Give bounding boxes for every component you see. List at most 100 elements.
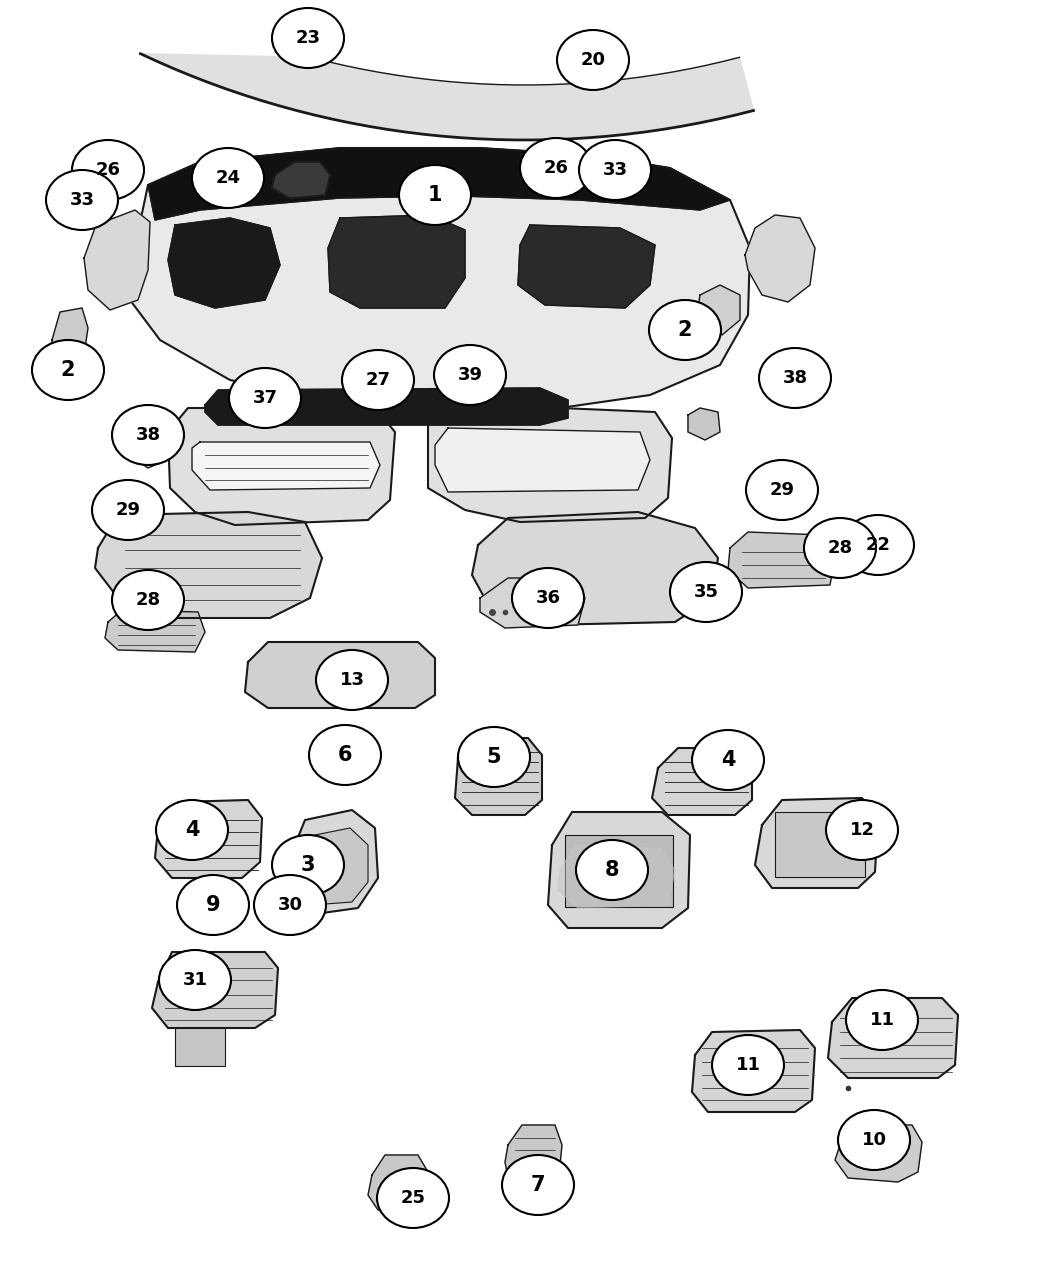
Text: 3: 3 bbox=[300, 856, 315, 875]
Text: 4: 4 bbox=[185, 820, 200, 840]
Text: 38: 38 bbox=[135, 426, 161, 444]
Ellipse shape bbox=[309, 725, 381, 785]
Polygon shape bbox=[688, 408, 720, 440]
Ellipse shape bbox=[502, 1155, 574, 1215]
Text: 9: 9 bbox=[206, 895, 220, 915]
Ellipse shape bbox=[32, 340, 104, 400]
Ellipse shape bbox=[649, 300, 721, 360]
Text: 13: 13 bbox=[339, 671, 364, 688]
Polygon shape bbox=[148, 148, 730, 221]
Ellipse shape bbox=[254, 875, 326, 935]
Polygon shape bbox=[835, 1125, 922, 1182]
Ellipse shape bbox=[746, 460, 818, 520]
Polygon shape bbox=[155, 799, 262, 878]
Polygon shape bbox=[692, 1030, 815, 1112]
Polygon shape bbox=[472, 513, 718, 625]
Polygon shape bbox=[428, 408, 672, 521]
Polygon shape bbox=[328, 215, 465, 309]
Circle shape bbox=[346, 752, 363, 768]
Ellipse shape bbox=[458, 727, 530, 787]
Polygon shape bbox=[728, 532, 835, 588]
Ellipse shape bbox=[399, 164, 471, 224]
Text: 33: 33 bbox=[69, 191, 94, 209]
Text: 4: 4 bbox=[720, 750, 735, 770]
Polygon shape bbox=[746, 215, 815, 302]
Ellipse shape bbox=[316, 650, 388, 710]
Polygon shape bbox=[480, 578, 585, 629]
Polygon shape bbox=[435, 428, 650, 492]
Ellipse shape bbox=[46, 170, 118, 230]
Text: 7: 7 bbox=[530, 1176, 545, 1195]
Ellipse shape bbox=[579, 140, 651, 200]
Text: 12: 12 bbox=[849, 821, 875, 839]
Ellipse shape bbox=[177, 875, 249, 935]
Ellipse shape bbox=[804, 518, 876, 578]
Polygon shape bbox=[558, 845, 675, 908]
Ellipse shape bbox=[112, 570, 184, 630]
Polygon shape bbox=[141, 54, 754, 140]
Ellipse shape bbox=[156, 799, 228, 861]
Polygon shape bbox=[698, 286, 740, 335]
Polygon shape bbox=[130, 148, 750, 408]
Ellipse shape bbox=[229, 368, 301, 428]
Text: 36: 36 bbox=[536, 589, 561, 607]
Bar bbox=[565, 835, 673, 907]
Polygon shape bbox=[168, 408, 395, 525]
Polygon shape bbox=[245, 643, 435, 708]
Text: 2: 2 bbox=[61, 360, 76, 380]
Polygon shape bbox=[105, 609, 205, 652]
Text: 39: 39 bbox=[458, 366, 483, 384]
Ellipse shape bbox=[72, 140, 144, 200]
Text: 31: 31 bbox=[183, 972, 208, 989]
Polygon shape bbox=[205, 388, 568, 425]
Text: 1: 1 bbox=[427, 185, 442, 205]
Polygon shape bbox=[192, 442, 380, 490]
Ellipse shape bbox=[826, 799, 898, 861]
Text: 5: 5 bbox=[487, 747, 501, 768]
Polygon shape bbox=[94, 513, 322, 618]
Polygon shape bbox=[52, 309, 88, 362]
Text: 26: 26 bbox=[96, 161, 121, 179]
Text: 22: 22 bbox=[865, 536, 890, 555]
Text: 11: 11 bbox=[869, 1011, 895, 1029]
Polygon shape bbox=[152, 952, 278, 1028]
Text: 20: 20 bbox=[581, 51, 606, 69]
Polygon shape bbox=[548, 812, 690, 928]
Text: 38: 38 bbox=[782, 368, 807, 388]
Text: 30: 30 bbox=[277, 896, 302, 914]
Text: 28: 28 bbox=[827, 539, 853, 557]
Polygon shape bbox=[652, 748, 752, 815]
Polygon shape bbox=[168, 218, 280, 309]
Text: 10: 10 bbox=[861, 1131, 886, 1149]
Text: 24: 24 bbox=[215, 170, 240, 187]
Text: 29: 29 bbox=[770, 481, 795, 499]
Text: 37: 37 bbox=[252, 389, 277, 407]
Text: 33: 33 bbox=[603, 161, 628, 179]
Ellipse shape bbox=[112, 405, 184, 465]
Text: 26: 26 bbox=[544, 159, 568, 177]
Text: 2: 2 bbox=[677, 320, 692, 340]
Bar bbox=[775, 812, 865, 877]
Polygon shape bbox=[828, 998, 958, 1077]
Polygon shape bbox=[338, 742, 372, 778]
Polygon shape bbox=[518, 224, 655, 309]
Text: 23: 23 bbox=[295, 29, 320, 47]
Ellipse shape bbox=[192, 148, 264, 208]
Ellipse shape bbox=[434, 346, 506, 405]
Text: 35: 35 bbox=[693, 583, 718, 601]
Ellipse shape bbox=[692, 731, 764, 790]
Text: 29: 29 bbox=[116, 501, 141, 519]
Polygon shape bbox=[84, 210, 150, 310]
Text: 8: 8 bbox=[605, 861, 620, 880]
Ellipse shape bbox=[670, 562, 742, 622]
Ellipse shape bbox=[712, 1035, 784, 1095]
Ellipse shape bbox=[759, 348, 831, 408]
Polygon shape bbox=[368, 1155, 428, 1213]
Text: 27: 27 bbox=[365, 371, 391, 389]
Ellipse shape bbox=[520, 138, 592, 198]
Polygon shape bbox=[755, 798, 878, 887]
Ellipse shape bbox=[159, 950, 231, 1010]
Ellipse shape bbox=[842, 515, 914, 575]
Polygon shape bbox=[455, 738, 542, 815]
Ellipse shape bbox=[272, 8, 344, 68]
